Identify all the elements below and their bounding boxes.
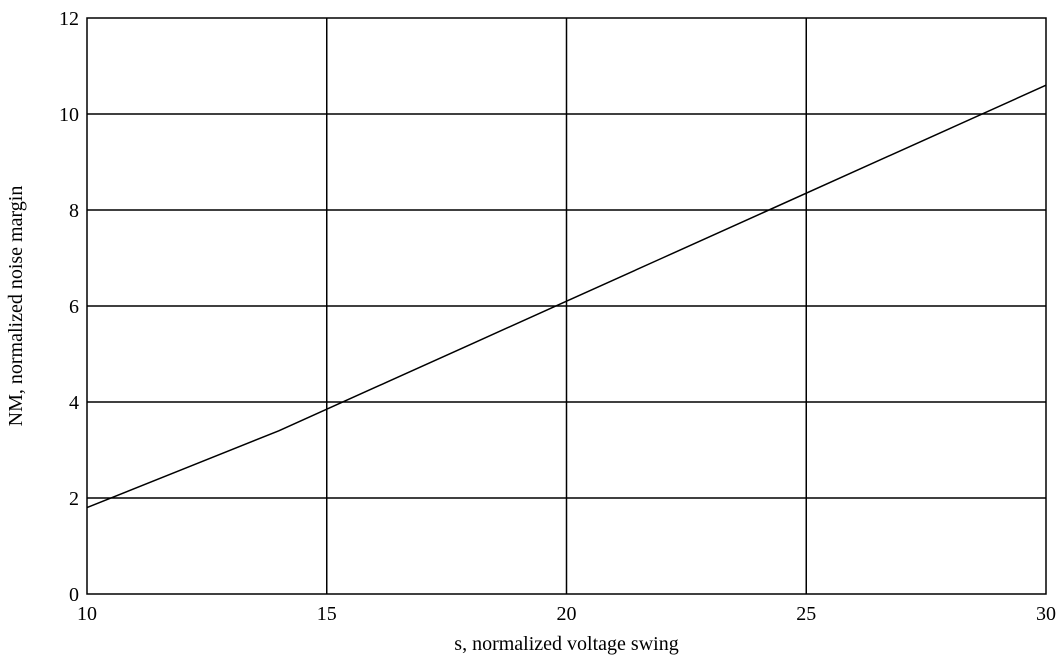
y-tick-label: 8 <box>69 200 79 222</box>
x-tick-label: 15 <box>317 603 337 625</box>
plot-frame <box>86 17 1047 595</box>
series-line <box>86 84 1047 509</box>
x-tick-label: 25 <box>796 603 816 625</box>
y-tick-label: 2 <box>69 488 79 510</box>
grid-lines <box>87 18 1046 594</box>
x-tick-label: 10 <box>77 603 97 625</box>
y-tick-label: 4 <box>69 392 79 414</box>
series-layer <box>86 84 1047 509</box>
y-tick-label: 0 <box>69 584 79 606</box>
y-tick-labels: 0 2 4 6 8 10 12 <box>59 8 79 606</box>
x-tick-label: 30 <box>1036 603 1056 625</box>
x-tick-labels: 10 15 20 25 30 <box>77 603 1056 625</box>
y-tick-label: 12 <box>59 8 79 30</box>
y-tick-label: 6 <box>69 296 79 318</box>
x-axis-label: s, normalized voltage swing <box>454 633 678 655</box>
y-axis-label: NM, normalized noise margin <box>5 186 27 427</box>
y-tick-label: 10 <box>59 104 79 126</box>
x-tick-label: 20 <box>557 603 577 625</box>
